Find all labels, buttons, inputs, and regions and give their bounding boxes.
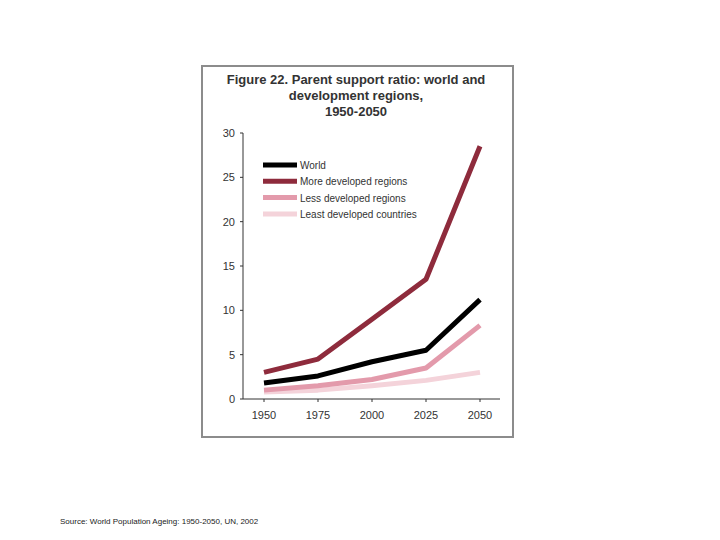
x-tick-label: 2025 — [414, 409, 438, 421]
y-tick — [240, 133, 243, 134]
x-tick-label: 2050 — [468, 409, 492, 421]
x-tick-label: 1975 — [306, 409, 330, 421]
x-tick — [318, 399, 319, 402]
legend-swatch — [263, 211, 297, 216]
legend-label: More developed regions — [300, 176, 407, 187]
x-tick — [372, 399, 373, 402]
legend-label: Least developed countries — [300, 209, 417, 220]
series-line — [264, 146, 480, 372]
legend-swatch — [263, 163, 297, 168]
x-tick — [264, 399, 265, 402]
y-tick — [240, 399, 243, 400]
y-tick — [240, 266, 243, 267]
legend-swatch — [263, 179, 297, 184]
y-tick-label: 20 — [223, 216, 235, 228]
y-tick-label: 0 — [229, 393, 235, 405]
y-tick-label: 30 — [223, 127, 235, 139]
legend-label: Less developed regions — [300, 193, 406, 204]
y-tick — [240, 221, 243, 222]
legend-label: World — [300, 160, 326, 171]
legend-swatch — [263, 195, 297, 200]
x-tick — [426, 399, 427, 402]
y-tick-label: 25 — [223, 171, 235, 183]
plot-area — [264, 146, 480, 392]
figure-box — [202, 66, 513, 437]
source-note: Source: World Population Ageing: 1950-20… — [60, 517, 259, 526]
y-tick — [240, 310, 243, 311]
y-tick-label: 15 — [223, 260, 235, 272]
series-line — [264, 300, 480, 383]
x-tick-label: 1950 — [252, 409, 276, 421]
page: Figure 22. Parent support ratio: world a… — [0, 0, 720, 540]
y-tick-label: 10 — [223, 304, 235, 316]
x-tick-label: 2000 — [360, 409, 384, 421]
y-tick-label: 5 — [229, 349, 235, 361]
y-tick — [240, 354, 243, 355]
y-tick — [240, 177, 243, 178]
x-tick — [480, 399, 481, 402]
title: 1950-2050 — [325, 104, 387, 119]
title: Figure 22. Parent support ratio: world a… — [227, 72, 486, 87]
title: development regions, — [289, 88, 423, 103]
